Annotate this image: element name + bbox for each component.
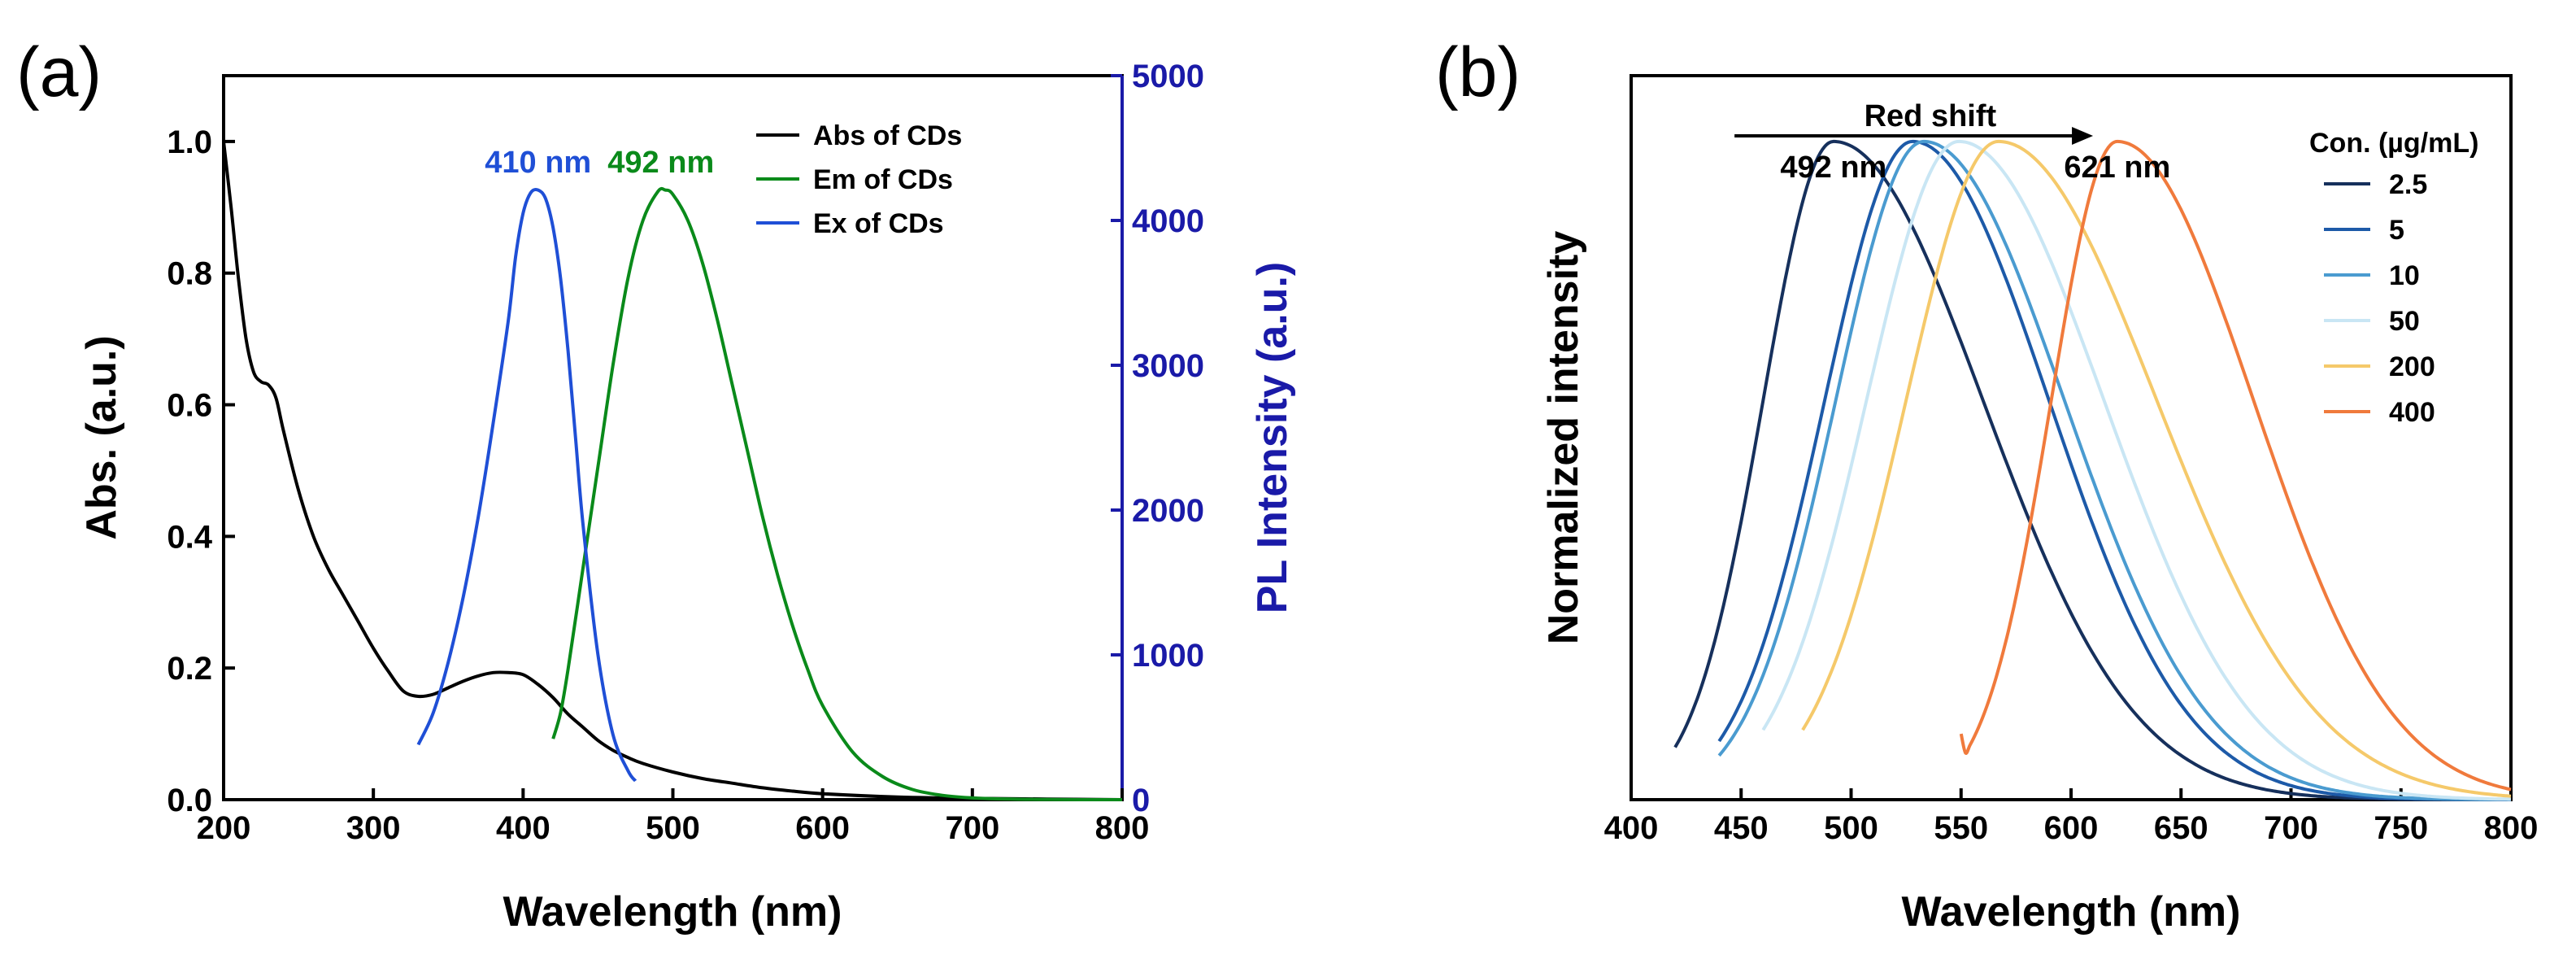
y-axis-title-a: Abs. (a.u.)	[78, 335, 125, 539]
red-shift-arrow-head	[2072, 127, 2094, 145]
x-tick-label-b: 700	[2264, 810, 2318, 846]
y-tick-label-a: 0.8	[167, 256, 212, 292]
y-tick-label-a: 0.0	[167, 783, 212, 818]
series-group-a	[222, 141, 1123, 801]
annotation-b: 621 nm	[2064, 150, 2170, 185]
y-tick-label-a: 0.2	[167, 651, 212, 687]
panel-a: (a) 200 300 400 500 600 700 800 0.0 0.2 0.4 0.6 0.8…	[16, 33, 1296, 936]
legend-label-b: 400	[2389, 397, 2435, 428]
x-tick-label-a: 500	[646, 810, 700, 846]
x-tick-label-a: 200	[197, 810, 251, 846]
legend-b: Con. (µg/mL) 2.5 5 10 50 200 400	[2309, 128, 2478, 428]
series-line-abs-of-cds	[222, 141, 1123, 801]
legend-label-a: Ex of CDs	[813, 208, 944, 239]
x-tick-label-b: 600	[2044, 810, 2099, 846]
x-tick-label-a: 400	[496, 810, 550, 846]
y-axis-title-b: Normalized intensity	[1540, 231, 1587, 645]
y2-tick-label-a: 0	[1132, 783, 1150, 818]
x-tick-label-b: 500	[1824, 810, 1878, 846]
x-tick-label-a: 300	[346, 810, 401, 846]
x-tick-label-b: 550	[1934, 810, 1988, 846]
legend-label-b: 5	[2389, 215, 2404, 246]
legend-title-b: Con. (µg/mL)	[2309, 128, 2478, 159]
peak-annotation-a: 410 nm	[485, 146, 591, 180]
y2-tick-label-a: 1000	[1132, 638, 1204, 674]
x-axis-title-b: Wavelength (nm)	[1902, 888, 2241, 936]
legend-label-b: 200	[2389, 351, 2435, 382]
x-tick-label-b: 400	[1604, 810, 1659, 846]
panel-label-a: (a)	[16, 33, 102, 111]
x-tick-label-b: 450	[1714, 810, 1769, 846]
series-line-ex-of-cds	[416, 187, 637, 783]
y2-tick-label-a: 4000	[1132, 203, 1204, 239]
axis-ticks-a: 200 300 400 500 600 700 800 0.0 0.2 0.4 0.6 0.8 1.0 0…	[167, 59, 1204, 846]
series-line-conc-2-5	[1673, 139, 2511, 801]
legend-label-b: 2.5	[2389, 169, 2427, 200]
x-axis-title-a: Wavelength (nm)	[503, 888, 842, 936]
legend-label-b: 10	[2389, 260, 2420, 291]
x-tick-label-a: 800	[1095, 810, 1150, 846]
y-tick-label-a: 0.4	[167, 519, 212, 555]
panel-b: (b) 400 450 500 550 600 650 700 750 800 Waveleng…	[1435, 33, 2538, 936]
x-tick-label-b: 750	[2374, 810, 2428, 846]
y2-tick-label-a: 3000	[1132, 348, 1204, 384]
panel-label-b: (b)	[1435, 33, 1521, 111]
series-group-b	[1673, 139, 2512, 801]
y-tick-label-a: 1.0	[167, 124, 212, 160]
x-tick-label-a: 600	[795, 810, 850, 846]
y2-axis-title-a: PL Intensity (a.u.)	[1249, 262, 1296, 613]
annotations-b: Red shift 492 nm 621 nm	[1734, 99, 2170, 185]
y2-tick-label-a: 2000	[1132, 493, 1204, 529]
plot-frame-a	[222, 74, 1124, 801]
series-line-em-of-cds	[551, 186, 1123, 801]
x-tick-label-b: 650	[2154, 810, 2208, 846]
legend-label-b: 50	[2389, 306, 2420, 337]
series-line-conc-200	[1801, 139, 2512, 798]
y2-tick-label-a: 5000	[1132, 59, 1204, 94]
peak-annotation-a: 492 nm	[607, 146, 714, 180]
series-line-conc-10	[1717, 139, 2512, 801]
legend-a: Abs of CDs Em of CDs Ex of CDs	[756, 120, 962, 239]
y-tick-label-a: 0.6	[167, 388, 212, 424]
legend-label-a: Abs of CDs	[813, 120, 962, 151]
annotations-a: 410 nm 492 nm	[485, 146, 714, 180]
legend-label-a: Em of CDs	[813, 164, 953, 195]
series-line-conc-400	[1959, 139, 2512, 792]
series-line-conc-50	[1761, 139, 2512, 801]
annotation-b: Red shift	[1865, 99, 1997, 133]
axis-ticks-b: 400 450 500 550 600 650 700 750 800	[1604, 788, 2539, 846]
annotation-b: 492 nm	[1780, 150, 1886, 185]
x-tick-label-a: 700	[945, 810, 999, 846]
x-tick-label-b: 800	[2484, 810, 2539, 846]
